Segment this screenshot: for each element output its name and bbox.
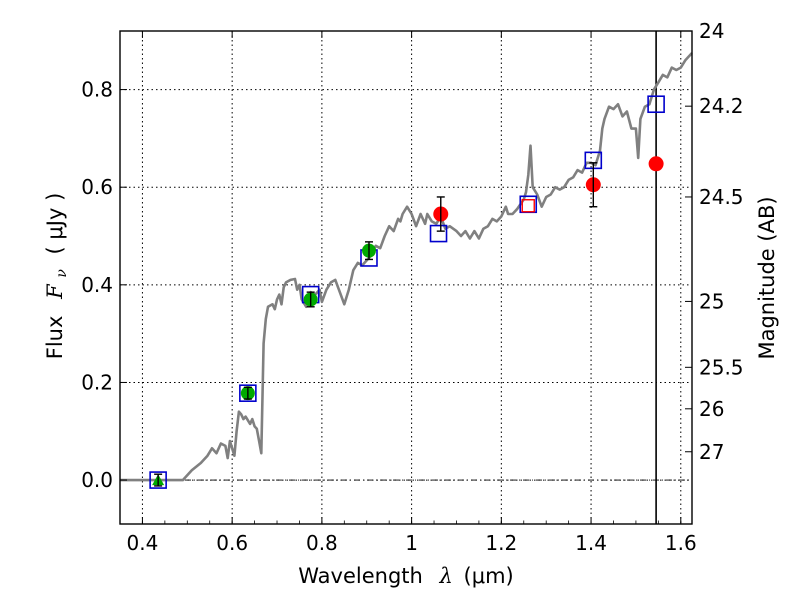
y-tick-label: 0.4 — [81, 273, 113, 297]
right-axis-label: Magnitude (AB) — [755, 196, 779, 359]
y-tick-label: 0.0 — [81, 468, 113, 492]
model-square-marker — [239, 384, 257, 402]
plot-frame — [119, 30, 693, 525]
spectrum-layer — [120, 52, 693, 482]
magnitude-tick-label: 25.5 — [699, 355, 744, 379]
model-square-marker — [149, 471, 167, 489]
reference-lines — [120, 31, 692, 524]
magnitude-tick-label: 24 — [699, 19, 724, 43]
model-square-marker — [429, 224, 448, 243]
model-square-marker — [647, 95, 665, 114]
nir-point-marker — [648, 156, 664, 172]
highlight-square-marker — [521, 199, 535, 213]
tick-labels: 0.4 0.6 0.8 1 1.2 1.4 1.6 0.0 0.2 0.4 0.6 0.8 24 24.2… — [81, 19, 743, 555]
y-axis-label-subscript: ν — [54, 269, 70, 278]
x-axis-label-symbol: λ — [439, 564, 453, 588]
magnitude-tick-label: 27 — [699, 440, 724, 464]
x-tick-label: 1 — [405, 531, 418, 555]
magnitude-tick-label: 24.5 — [699, 185, 744, 209]
y-tick-label: 0.2 — [81, 370, 113, 394]
marker-layer — [149, 95, 665, 489]
x-tick-label: 0.8 — [306, 531, 338, 555]
y-axis-label-symbol: F — [43, 283, 67, 300]
grid-layer — [120, 31, 692, 524]
x-tick-label: 0.4 — [127, 531, 159, 555]
magnitude-tick-label: 26 — [699, 397, 724, 421]
x-axis-label-unit: (μm) — [464, 564, 514, 588]
y-axis-label: Flux F ν ( μJy ) — [43, 193, 71, 360]
x-tick-label: 1.2 — [485, 531, 517, 555]
x-axis-label: Wavelength λ (μm) — [298, 564, 513, 588]
y-tick-label: 0.6 — [81, 175, 113, 199]
y-axis-label-unit: ( μJy ) — [43, 193, 67, 255]
x-axis-label-text: Wavelength — [298, 564, 423, 588]
axes-frame — [119, 30, 693, 525]
magnitude-tick-label: 24.2 — [699, 94, 744, 118]
template-spectrum-line — [120, 52, 693, 482]
x-tick-label: 1.4 — [575, 531, 607, 555]
magnitude-tick-label: 25 — [699, 289, 724, 313]
x-tick-label: 0.6 — [216, 531, 248, 555]
y-axis-label-text: Flux — [43, 316, 67, 360]
x-tick-label: 1.6 — [665, 531, 697, 555]
y-tick-label: 0.8 — [81, 78, 113, 102]
